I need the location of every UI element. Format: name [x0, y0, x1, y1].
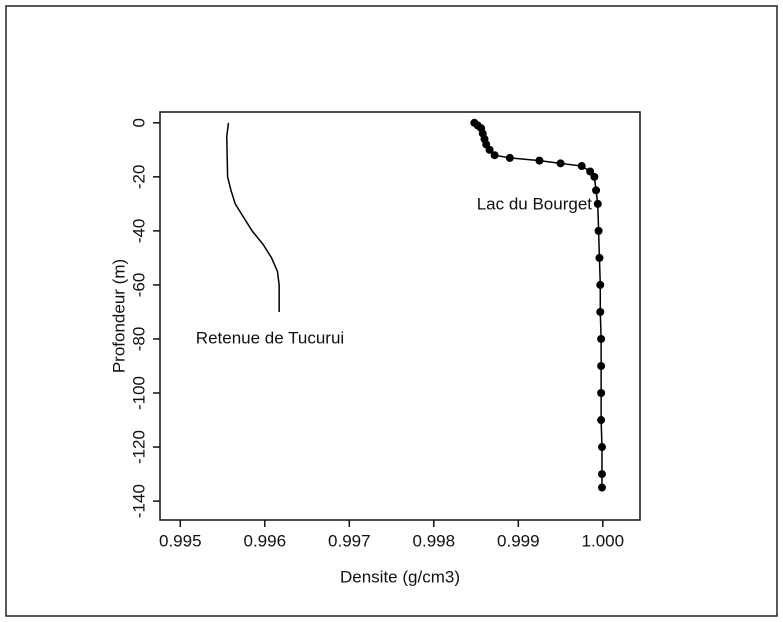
point: [577, 162, 586, 171]
point: [595, 253, 604, 262]
x-tick-label: 0.996: [244, 531, 287, 550]
point: [505, 153, 514, 162]
page-frame: [5, 5, 778, 617]
x-tick-label: 0.999: [497, 531, 540, 550]
y-tick-label: -140: [129, 484, 148, 518]
point: [596, 307, 605, 316]
point: [597, 361, 606, 370]
x-tick-label: 0.997: [328, 531, 371, 550]
point: [490, 151, 499, 160]
annotation: Lac du Bourget: [477, 194, 593, 213]
x-tick-label: 0.998: [413, 531, 456, 550]
x-tick-label: 0.995: [159, 531, 202, 550]
point: [593, 199, 602, 208]
point: [485, 145, 494, 154]
y-tick-label: -60: [129, 273, 148, 298]
y-tick-label: 0: [129, 118, 148, 127]
series-line: [226, 122, 280, 312]
y-tick-label: -100: [129, 376, 148, 410]
point: [590, 172, 599, 181]
x-tick-label: 1.000: [582, 531, 625, 550]
point: [597, 334, 606, 343]
point: [586, 167, 595, 176]
plot-frame: [159, 111, 641, 521]
point: [597, 389, 606, 398]
point: [596, 280, 605, 289]
point: [597, 416, 606, 425]
point: [594, 226, 603, 235]
y-tick-label: -120: [129, 430, 148, 464]
y-tick-label: -40: [129, 219, 148, 244]
x-axis-label: Densite (g/cm3): [340, 567, 460, 586]
y-tick-label: -20: [129, 165, 148, 190]
point: [556, 159, 565, 168]
point: [592, 186, 601, 195]
annotation: Retenue de Tucurui: [196, 328, 344, 347]
point: [597, 470, 606, 479]
point: [597, 483, 606, 492]
point: [597, 443, 606, 452]
y-tick-label: -80: [129, 327, 148, 352]
y-axis-label: Profondeur (m): [109, 259, 128, 373]
series-line: [473, 122, 603, 488]
point: [535, 156, 544, 165]
